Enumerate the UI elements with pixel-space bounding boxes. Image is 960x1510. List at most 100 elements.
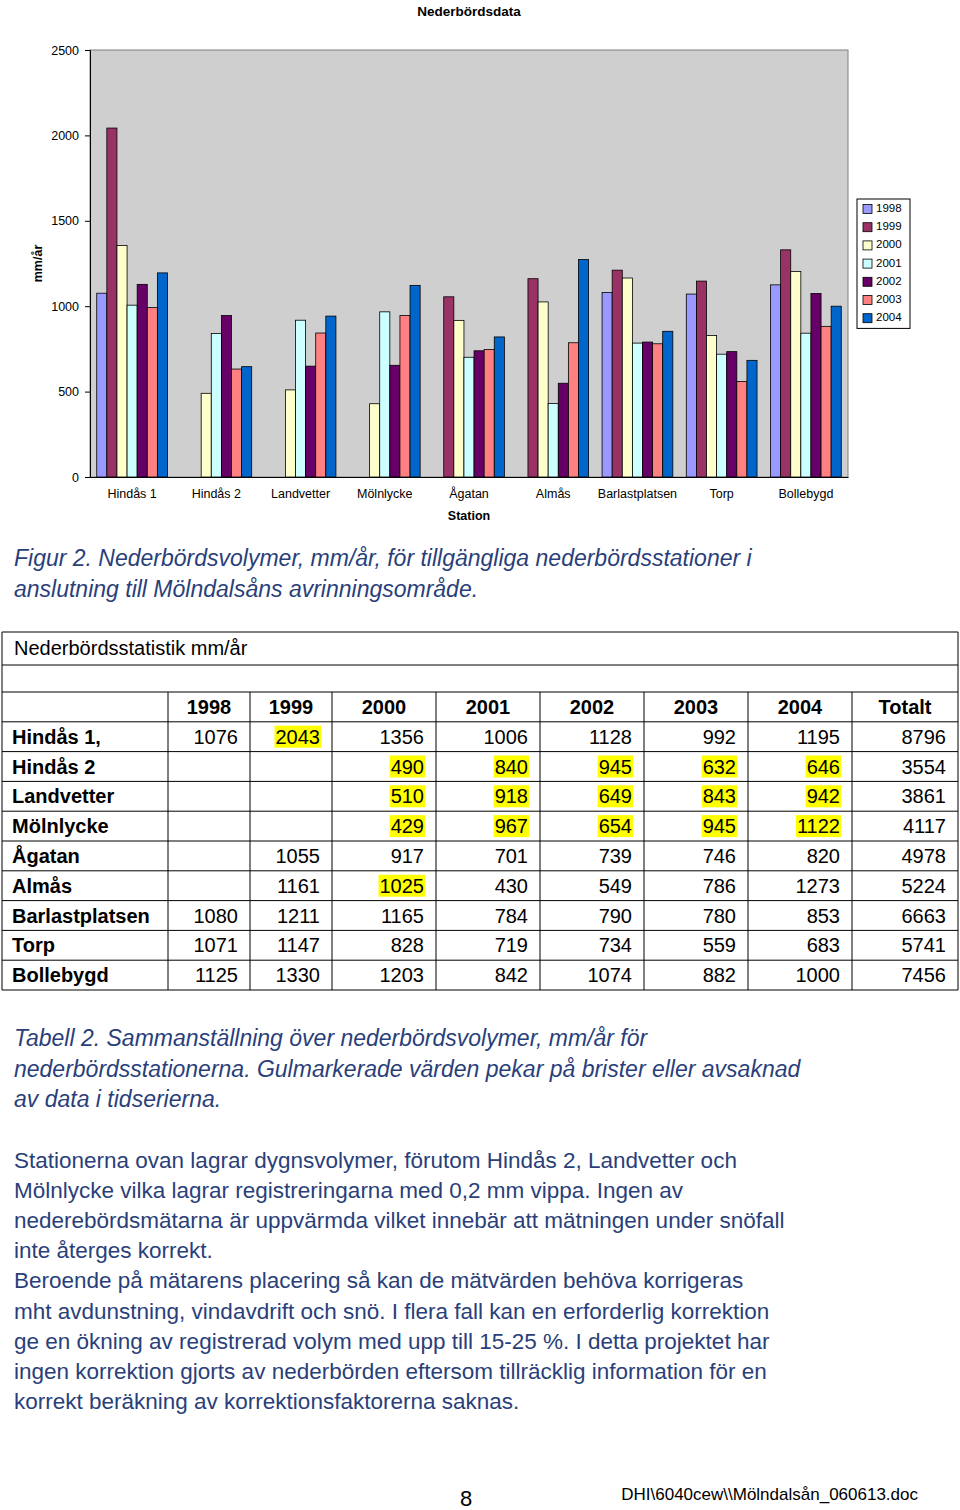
caption-line: Tabell 2. Sammanställning över nederbörd… <box>14 1025 649 1051</box>
bar-series <box>117 245 801 477</box>
cell-value: 719 <box>495 934 528 956</box>
body-line: ingen korrektion gjorts av nederbörden e… <box>14 1359 767 1384</box>
station-name: Torp <box>12 934 55 956</box>
body-line: ge en ökning av registrerad volym med up… <box>14 1329 770 1354</box>
table-cell: 853 <box>807 905 840 927</box>
bar <box>653 344 663 477</box>
x-tick-label: Hindås 1 <box>107 487 156 501</box>
table-cell: 1128 <box>589 726 632 748</box>
cell-value: 1071 <box>194 934 239 956</box>
table-header: 2004 <box>778 696 823 718</box>
cell-value: 828 <box>391 934 424 956</box>
y-axis-title: mm/år <box>31 245 45 283</box>
cell-value: 2043 <box>276 726 321 748</box>
table-cell: 649 <box>598 785 633 807</box>
table-rule <box>2 960 958 961</box>
table-cell: 549 <box>599 875 632 897</box>
cell-value: 1006 <box>484 726 529 748</box>
legend-entry: 2004 <box>863 311 902 323</box>
legend: 1998199920002001200220032004 <box>857 199 910 328</box>
table-cell: 632 <box>702 756 737 778</box>
station-name: Ågatan <box>12 844 80 867</box>
body-line: Stationerna ovan lagrar dygnsvolymer, fö… <box>14 1148 737 1173</box>
cell-value: 649 <box>599 785 632 807</box>
x-tick: Hindås 2 <box>192 477 241 501</box>
table-cell: 784 <box>495 905 528 927</box>
cell-value: 786 <box>703 875 736 897</box>
x-tick: Hindås 1 <box>107 477 156 501</box>
y-tick-label: 500 <box>58 385 79 399</box>
table-cell: 654 <box>598 815 633 837</box>
x-axis: Hindås 1Hindås 2LandvetterMölnlyckeÅgata… <box>91 477 849 501</box>
x-tick: Bollebygd <box>778 477 833 501</box>
page: 05001000150020002500Hindås 1Hindås 2Land… <box>0 0 960 1510</box>
x-tick: Ågatan <box>449 477 489 501</box>
table-cell: 3861 <box>902 785 947 807</box>
station-name: Landvetter <box>12 785 114 807</box>
legend-entry: 2001 <box>863 257 902 269</box>
table-cell: 945 <box>702 815 737 837</box>
y-axis-line <box>85 51 91 478</box>
cell-value: 683 <box>807 934 840 956</box>
y-tick-mark <box>85 221 90 222</box>
body-line: inte återges korrekt. <box>14 1238 213 1263</box>
cell-value: 1025 <box>380 875 425 897</box>
y-tick-label: 2500 <box>51 44 79 58</box>
table-cell: 840 <box>494 756 529 778</box>
body-line: Beroende på mätarens placering så kan de… <box>14 1268 743 1293</box>
table-cell: 1330 <box>276 964 321 986</box>
bar <box>201 393 211 477</box>
y-tick-mark <box>85 135 90 136</box>
x-tick-label: Bollebygd <box>778 487 833 501</box>
body-line: korrekt beräkning av korrektionsfaktorer… <box>14 1389 519 1414</box>
table-cell: 4117 <box>903 815 946 837</box>
cell-highlight <box>806 756 841 778</box>
bar <box>296 320 306 477</box>
table-cell: 1125 <box>195 964 238 986</box>
bar <box>211 334 221 477</box>
cell-value: 7456 <box>902 964 947 986</box>
y-tick: 2000 <box>51 129 90 143</box>
station-name: Barlastplatsen <box>12 905 150 927</box>
cell-highlight <box>390 815 425 837</box>
table-row: Barlastplatsen10801211116578479078085366… <box>12 905 946 927</box>
y-tick: 500 <box>58 385 90 399</box>
table-header: 2002 <box>570 696 615 718</box>
chart-title: Nederbördsdata <box>417 4 521 19</box>
table-cell: 4978 <box>902 845 947 867</box>
table-rule <box>168 692 169 990</box>
bar <box>811 294 821 477</box>
cell-value: 1165 <box>381 905 424 927</box>
legend-swatch <box>863 296 872 305</box>
table-header: 1998 <box>187 696 232 718</box>
cell-value: 549 <box>599 875 632 897</box>
y-tick: 0 <box>72 471 90 485</box>
legend-swatch <box>863 223 872 232</box>
bar-series <box>107 128 791 477</box>
bar <box>316 333 326 477</box>
bar <box>137 284 147 477</box>
y-tick-label: 1500 <box>51 214 79 228</box>
cell-highlight <box>598 756 633 778</box>
table-cell: 510 <box>390 785 425 807</box>
legend-swatch <box>863 205 872 214</box>
table-rule <box>2 751 958 752</box>
cell-value: 918 <box>495 785 528 807</box>
bar <box>781 250 791 477</box>
legend-entry: 2003 <box>863 293 902 305</box>
station-name: Mölnlycke <box>12 815 109 837</box>
table-cell: 1025 <box>379 875 426 897</box>
table-cell: 3554 <box>902 756 947 778</box>
table-cell: 917 <box>391 845 424 867</box>
table-cell: 1071 <box>194 934 239 956</box>
legend-label: 1999 <box>876 220 902 232</box>
table-row: Ågatan10559177017397468204978 <box>12 844 946 867</box>
x-tick: Almås <box>536 477 571 501</box>
table-cell: 842 <box>495 964 528 986</box>
legend-entry: 1999 <box>863 220 902 232</box>
table-cell: 942 <box>806 785 841 807</box>
table-cell: 7456 <box>902 964 947 986</box>
legend-box <box>857 199 910 328</box>
table-cell: 1074 <box>588 964 633 986</box>
cell-value: 5741 <box>902 934 947 956</box>
